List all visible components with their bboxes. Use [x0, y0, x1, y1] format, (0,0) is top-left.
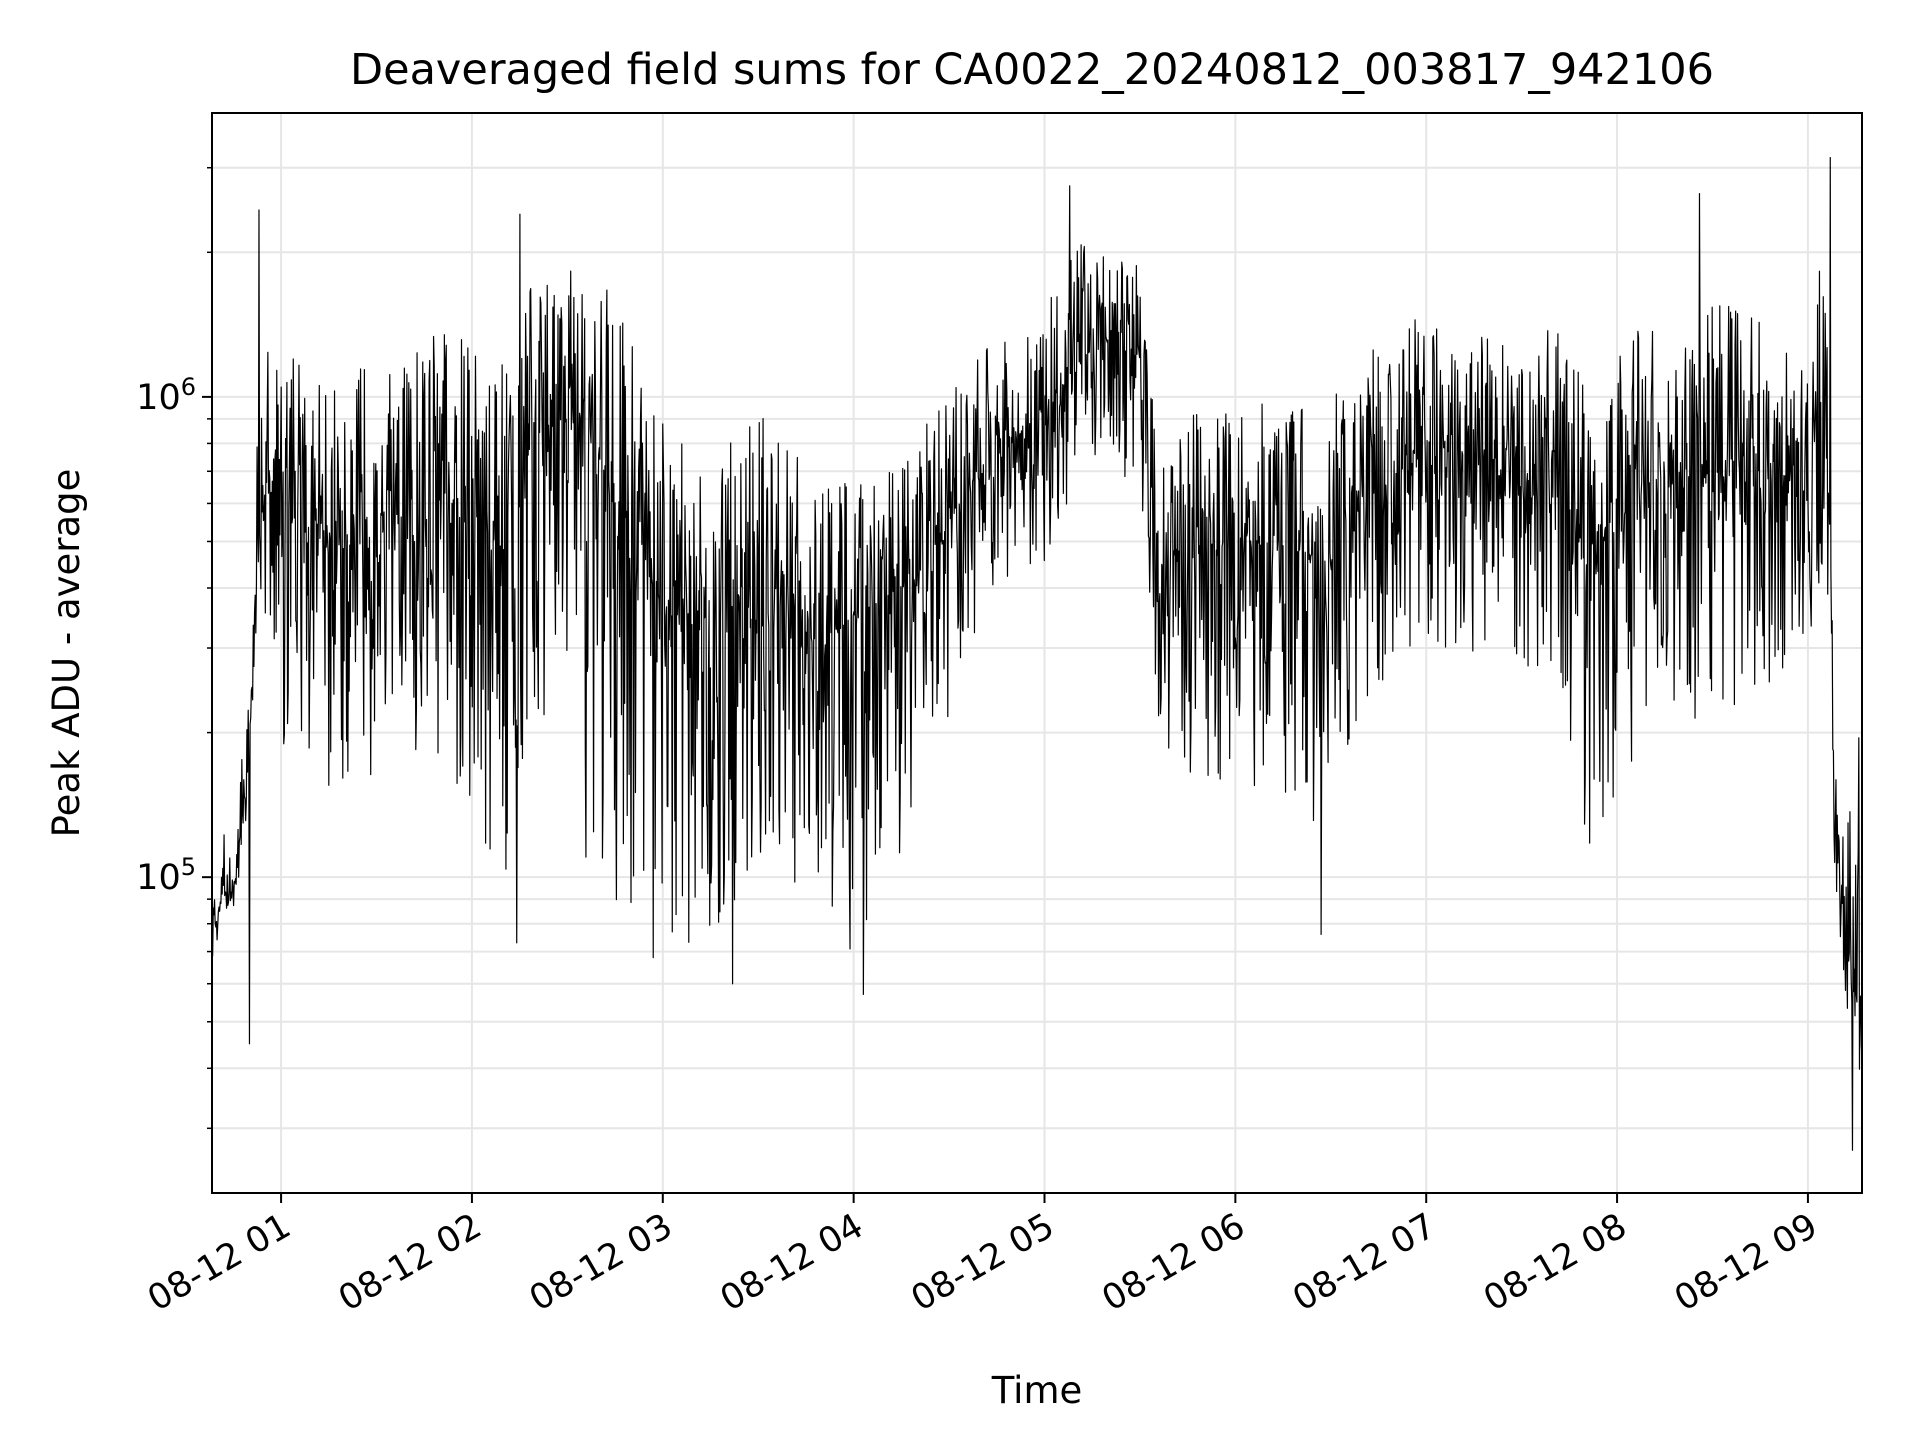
y-tick-label: 105	[136, 853, 196, 898]
y-axis: 105 106	[136, 166, 212, 1130]
plot-frame	[211, 112, 1863, 1194]
chart-title: Deaveraged field sums for CA0022_2024081…	[350, 45, 1714, 95]
y-axis-label: Peak ADU - average	[45, 469, 88, 838]
x-axis-label: Time	[991, 1369, 1083, 1412]
series-line	[212, 156, 1862, 1151]
y-tick-label: 106	[136, 373, 196, 418]
